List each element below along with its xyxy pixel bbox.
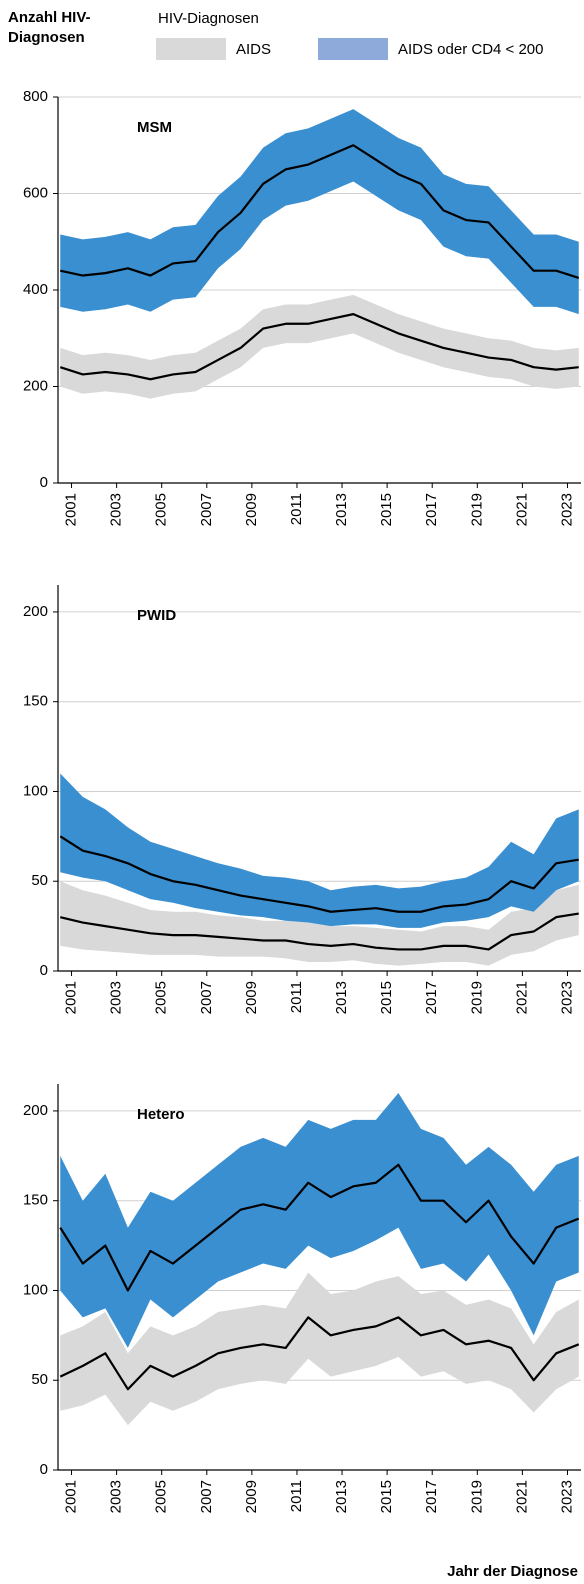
- x-tick-label: 2019: [468, 493, 485, 526]
- line: [59, 912, 579, 951]
- line: [60, 144, 580, 279]
- y-axis-label: Anzahl HIV-Diagnosen: [8, 9, 91, 46]
- x-tick-label: 2011: [288, 981, 305, 1013]
- x-tick-label: 2021: [513, 1480, 530, 1513]
- y-tick-label: 50: [31, 1371, 48, 1388]
- line: [59, 1163, 580, 1292]
- band: [60, 1272, 579, 1426]
- x-tick-label: 2017: [423, 493, 440, 526]
- y-tick-label: 150: [23, 1192, 48, 1209]
- x-tick-label: 2015: [378, 493, 395, 526]
- y-tick-label: 100: [23, 782, 48, 799]
- x-tick-label: 2009: [243, 1480, 260, 1513]
- x-tick-label: 2019: [468, 981, 485, 1014]
- x-tick-label: 2015: [378, 981, 395, 1014]
- x-tick-label: 2007: [198, 1480, 215, 1513]
- legend-swatch: [318, 38, 388, 60]
- x-tick-label: 2019: [468, 1480, 485, 1513]
- band: [60, 773, 579, 928]
- legend-label: AIDS oder CD4 < 200: [398, 41, 544, 58]
- y-tick-label: 100: [23, 1281, 48, 1298]
- x-tick-label: 2003: [108, 981, 125, 1014]
- x-tick-label: 2005: [153, 493, 170, 526]
- x-tick-label: 2015: [378, 1480, 395, 1513]
- y-tick-label: 200: [23, 377, 48, 394]
- x-tick-label: 2013: [333, 1480, 350, 1513]
- x-tick-label: 2013: [333, 981, 350, 1014]
- panel-title: Hetero: [137, 1106, 185, 1123]
- line: [59, 1316, 580, 1391]
- x-tick-label: 2001: [62, 1480, 79, 1513]
- band: [60, 881, 579, 966]
- band: [60, 109, 579, 315]
- x-tick-label: 2021: [513, 493, 530, 526]
- x-tick-label: 2023: [558, 981, 575, 1014]
- y-tick-label: 150: [23, 693, 48, 710]
- band: [60, 294, 579, 399]
- y-tick-label: 0: [40, 1461, 48, 1478]
- panel-title: MSM: [137, 119, 172, 136]
- y-tick-label: 200: [23, 1102, 48, 1119]
- y-tick-label: 400: [23, 281, 48, 298]
- x-tick-label: 2021: [513, 981, 530, 1014]
- x-tick-label: 2001: [62, 981, 79, 1014]
- x-tick-label: 2007: [198, 981, 215, 1014]
- legend-title: HIV-Diagnosen: [158, 10, 259, 27]
- y-tick-label: 200: [23, 603, 48, 620]
- x-tick-label: 2011: [288, 1480, 305, 1512]
- y-tick-label: 50: [31, 872, 48, 889]
- y-tick-label: 0: [40, 474, 48, 491]
- x-axis-label: Jahr der Diagnose: [447, 1563, 578, 1580]
- y-tick-label: 0: [40, 962, 48, 979]
- y-tick-label: 600: [23, 184, 48, 201]
- x-tick-label: 2001: [62, 493, 79, 526]
- legend-swatch: [156, 38, 226, 60]
- legend-label: AIDS: [236, 41, 271, 58]
- x-tick-label: 2003: [108, 493, 125, 526]
- x-tick-label: 2003: [108, 1480, 125, 1513]
- x-tick-label: 2007: [198, 493, 215, 526]
- x-tick-label: 2005: [153, 981, 170, 1014]
- x-tick-label: 2023: [558, 493, 575, 526]
- y-tick-label: 800: [23, 88, 48, 105]
- line: [59, 835, 579, 913]
- x-tick-label: 2017: [423, 981, 440, 1014]
- x-tick-label: 2009: [243, 981, 260, 1014]
- x-tick-label: 2005: [153, 1480, 170, 1513]
- x-tick-label: 2011: [288, 493, 305, 525]
- x-tick-label: 2023: [558, 1480, 575, 1513]
- x-tick-label: 2017: [423, 1480, 440, 1513]
- band: [60, 1092, 579, 1348]
- line: [59, 313, 579, 381]
- panel-title: PWID: [137, 607, 176, 624]
- x-tick-label: 2009: [243, 493, 260, 526]
- x-tick-label: 2013: [333, 493, 350, 526]
